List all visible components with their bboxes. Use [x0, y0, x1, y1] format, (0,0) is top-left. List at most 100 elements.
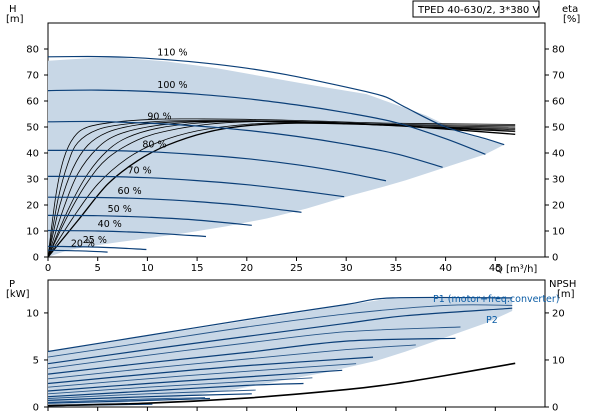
eta-curve-7: [47, 118, 516, 258]
p2-curve-1: [47, 326, 461, 369]
y-tick-label: 50: [26, 123, 39, 134]
y2-tick-label: 10: [552, 227, 565, 238]
head-curve-label: 40 %: [98, 219, 122, 230]
legend-p2: P2: [486, 315, 498, 326]
x-axis-label-q: Q [m³/h]: [495, 264, 537, 275]
y2-tick-label: 60: [552, 97, 565, 108]
power-y-tick-label: 0: [33, 403, 39, 414]
y2-axis-unit-eta: [%]: [563, 14, 580, 25]
y-tick-label: 0: [33, 253, 39, 264]
y-axis-label-h: H: [9, 4, 17, 15]
y2-tick-label: 40: [552, 149, 565, 160]
chart-title: TPED 40-630/2, 3*380 V: [417, 5, 539, 16]
power-chart: 0 5 10 0 10 20 P [kW] NPSH [m] P1 (motor+fre…: [6, 279, 576, 414]
p1-curve-1: [47, 307, 513, 365]
head-curve-25-pct: [47, 245, 147, 251]
y-tick-label: 20: [26, 201, 39, 212]
head-curves: [47, 55, 505, 253]
npsh-curve: [47, 362, 516, 407]
x-tick-label: 0: [45, 263, 51, 274]
y2-tick-label: 50: [552, 123, 565, 134]
y2-tick-label: 20: [552, 201, 565, 212]
npsh-y-tick-label: 10: [552, 355, 565, 366]
y-tick-label: 30: [26, 175, 39, 186]
head-curve-label: 80 %: [142, 140, 166, 151]
y-tick-label: 80: [26, 45, 39, 56]
npsh-y-tick-label: 0: [552, 403, 558, 414]
y2-tick-label: 70: [552, 71, 565, 82]
head-curve-80-pct: [47, 149, 387, 182]
eta-y-ticks: 0 10 20 30 40 50 60 70 80: [545, 45, 565, 264]
npsh-y-ticks: 0 10 20: [545, 308, 565, 414]
y2-tick-label: 80: [552, 45, 565, 56]
head-curve-40-pct: [47, 229, 207, 238]
head-curve-label: 70 %: [127, 165, 151, 176]
head-curve-110-pct: [47, 55, 505, 146]
y-tick-label: 60: [26, 97, 39, 108]
p2-curve-6: [47, 397, 206, 403]
operating-area: [48, 57, 505, 257]
p1-curve-0: [47, 296, 513, 353]
head-curve-label: 20 %: [71, 239, 95, 250]
power-y-tick-label: 10: [26, 308, 39, 319]
p1-curve-7: [47, 397, 211, 404]
p1-curve-4: [47, 369, 343, 392]
x-tick-label: 5: [95, 263, 101, 274]
head-curve-label: 90 %: [147, 111, 171, 122]
y-axis-unit-h: [m]: [6, 14, 24, 25]
head-curve-label: 25 %: [83, 235, 107, 246]
eta-curve-5: [47, 120, 516, 258]
p1-curve-5: [47, 382, 304, 398]
y2-tick-label: 30: [552, 175, 565, 186]
head-curve-label: 60 %: [118, 186, 142, 197]
head-curve-60-pct: [47, 196, 302, 213]
x-tick-label: 40: [439, 263, 452, 274]
p2-curve-4: [47, 377, 313, 395]
head-chart: 110 %100 %90 %80 %70 %60 %50 %40 %25 %20…: [6, 0, 580, 275]
power-y-tick-label: 5: [33, 355, 39, 366]
head-x-ticks: 0 5 10 15 20 25 30 35 40 45: [45, 257, 502, 274]
npsh-y-tick-label: 20: [552, 308, 565, 319]
x-tick-label: 45: [489, 263, 502, 274]
head-y-ticks: 0 10 20 30 40 50 60 70 80: [26, 45, 48, 264]
p2-curve-2: [47, 344, 416, 380]
head-curve-label: 50 %: [108, 204, 132, 215]
x-tick-label: 30: [340, 263, 353, 274]
power-y-ticks: 0 5 10: [26, 308, 48, 414]
y-axis-unit-p: [kW]: [6, 289, 30, 300]
y-tick-label: 70: [26, 71, 39, 82]
efficiency-curves: [47, 118, 516, 258]
head-curve-90-pct: [47, 120, 443, 168]
x-tick-label: 10: [141, 263, 154, 274]
power-operating-area: [48, 297, 513, 407]
p2-curve-5: [47, 389, 256, 399]
head-curve-100-pct: [47, 89, 486, 155]
head-curve-70-pct: [47, 175, 345, 198]
p2-curve-0: [47, 304, 513, 358]
y2-axis-label-npsh: NPSH: [549, 279, 576, 290]
x-tick-label: 15: [191, 263, 204, 274]
head-curve-labels: 110 % 100 % 90 % 80 % 70 % 60 % 50 % 40 % 25 %20…: [71, 47, 188, 249]
legend-p1: P1 (motor+freq.converter): [433, 294, 560, 305]
head-curve-50-pct: [47, 214, 252, 226]
head-curve-label: 110 %: [157, 47, 187, 58]
power-x-ticks: [47, 407, 496, 411]
y-tick-label: 10: [26, 227, 39, 238]
y2-axis-label-eta: eta: [562, 4, 578, 15]
p1-curve-6: [47, 393, 252, 401]
title-box: [412, 0, 540, 18]
x-tick-label: 35: [390, 263, 403, 274]
x-tick-label: 25: [290, 263, 303, 274]
y-axis-label-p: P: [9, 279, 15, 290]
power-curves: [47, 296, 513, 407]
p1-curve-3: [47, 356, 374, 385]
head-curve-20-pct: [47, 249, 108, 253]
head-curve-label: 100 %: [157, 80, 187, 91]
x-tick-label: 20: [240, 263, 253, 274]
eta-curve-6: [47, 120, 516, 258]
p2-curve-3: [47, 363, 357, 388]
y2-axis-unit-npsh: [m]: [557, 289, 575, 300]
y2-tick-label: 0: [552, 253, 558, 264]
